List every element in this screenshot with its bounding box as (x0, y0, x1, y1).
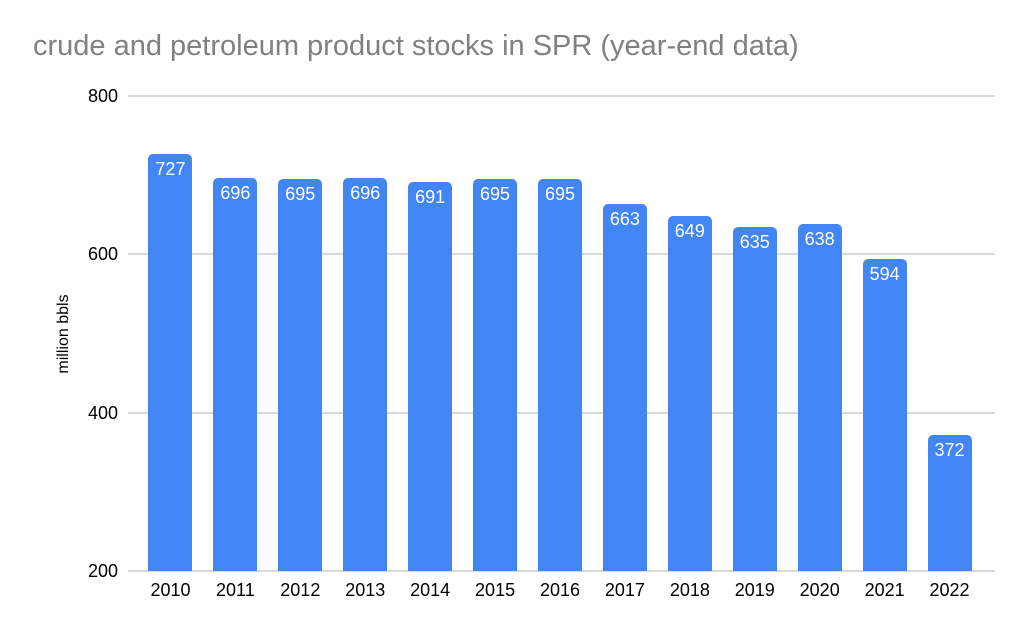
x-axis-label-2010: 2010 (150, 580, 191, 600)
bar-2015: 695 (473, 179, 518, 571)
bar-band-2022: 372 (917, 96, 982, 571)
x-axis-label-2022: 2022 (929, 580, 970, 600)
bar-2010: 727 (148, 153, 193, 571)
x-axis-label-2015: 2015 (475, 580, 516, 600)
bar-2013: 696 (343, 178, 388, 571)
bar-value-label-2015: 695 (480, 184, 511, 205)
bar-band-2016: 695 (528, 96, 593, 571)
x-axis-label-2018: 2018 (669, 580, 710, 600)
y-tick-label-600: 600 (87, 244, 118, 265)
bar-band-2015: 695 (463, 96, 528, 571)
bar-2012: 695 (278, 179, 323, 571)
bar-2021: 594 (862, 259, 907, 571)
x-axis-label-2014: 2014 (410, 580, 451, 600)
x-axis-label-2012: 2012 (280, 580, 321, 600)
bar-band-2019: 635 (722, 96, 787, 571)
bar-value-label-2020: 638 (804, 229, 835, 250)
bar-2014: 691 (408, 182, 453, 571)
gridline-800 (128, 95, 995, 97)
bar-2016: 695 (537, 179, 582, 571)
bar-value-label-2011: 696 (220, 183, 251, 204)
bar-band-2018: 649 (657, 96, 722, 571)
bar-band-2014: 691 (398, 96, 463, 571)
x-axis-label-2013: 2013 (345, 580, 386, 600)
bar-value-label-2012: 695 (285, 184, 316, 205)
bar-value-label-2018: 649 (674, 220, 705, 241)
bar-value-label-2021: 594 (869, 264, 900, 285)
bar-value-label-2022: 372 (934, 439, 965, 460)
x-axis-label-2017: 2017 (604, 580, 645, 600)
bar-2022: 372 (927, 434, 972, 571)
bar-series: 727 696 695 696 691 695 695 663 649 635 638 594 372 (138, 96, 982, 571)
bar-2017: 663 (602, 204, 647, 571)
bar-2011: 696 (213, 178, 258, 571)
bar-band-2012: 695 (268, 96, 333, 571)
x-axis-label-2021: 2021 (864, 580, 905, 600)
bar-value-label-2013: 696 (350, 183, 381, 204)
bar-value-label-2016: 695 (544, 184, 575, 205)
y-axis-title: million bbls (55, 294, 72, 374)
bar-2020: 638 (797, 224, 842, 571)
bar-2018: 649 (667, 215, 712, 571)
y-tick-label-400: 400 (87, 402, 118, 423)
bar-band-2011: 696 (203, 96, 268, 571)
bar-band-2013: 696 (333, 96, 398, 571)
bar-2019: 635 (732, 226, 777, 571)
bar-value-label-2019: 635 (739, 231, 770, 252)
x-axis-label-2011: 2011 (216, 580, 255, 600)
x-axis-label-2020: 2020 (799, 580, 840, 600)
y-tick-label-800: 800 (87, 86, 118, 106)
bar-band-2017: 663 (592, 96, 657, 571)
bar-band-2010: 727 (138, 96, 203, 571)
x-axis-labels: 2010 2011 2012 2013 2014 2015 2016 2017 2018 2019… (138, 580, 982, 601)
bar-band-2020: 638 (787, 96, 852, 571)
chart-title: crude and petroleum product stocks in SP… (33, 30, 799, 62)
gridline-200 (128, 570, 995, 572)
bar-value-label-2014: 691 (415, 187, 446, 208)
y-tick-label-200: 200 (87, 561, 118, 581)
bar-band-2021: 594 (852, 96, 917, 571)
x-axis-label-2019: 2019 (734, 580, 775, 600)
bar-value-label-2017: 663 (609, 209, 640, 230)
x-axis-label-2016: 2016 (539, 580, 581, 600)
bar-value-label-2010: 727 (155, 158, 186, 179)
